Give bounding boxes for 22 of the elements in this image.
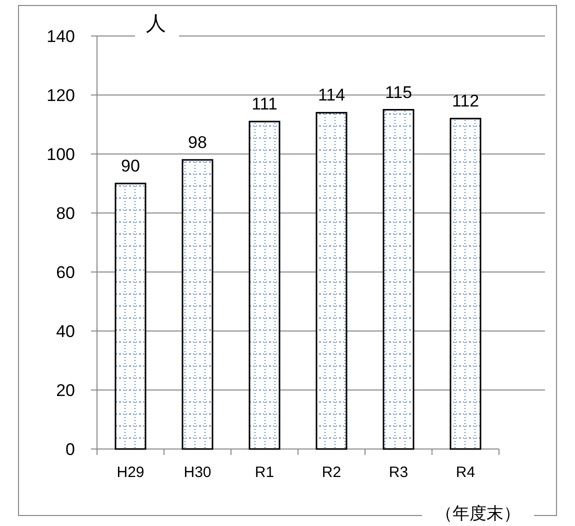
xtick: R1 — [254, 464, 274, 481]
ytick: 20 — [56, 381, 75, 400]
ytick: 40 — [56, 322, 75, 341]
xtick: R3 — [388, 464, 408, 481]
ytick: 100 — [46, 145, 75, 164]
data-label: 111 — [252, 94, 278, 114]
data-label: 115 — [384, 82, 412, 102]
xtick: H29 — [116, 464, 144, 481]
data-label: 114 — [318, 86, 346, 105]
data-label: 98 — [188, 132, 207, 152]
ytick: 120 — [46, 86, 75, 105]
xtick: R2 — [322, 464, 342, 481]
xtick: H30 — [184, 464, 212, 481]
ytick: 60 — [56, 263, 75, 282]
data-label: 112 — [452, 92, 480, 111]
ytick: 140 — [46, 27, 75, 46]
data-label: 90 — [121, 156, 140, 176]
ylabel: 人 — [146, 13, 166, 35]
xtick: R4 — [456, 464, 476, 481]
xlabel: （年度末） — [436, 504, 520, 523]
ytick: 0 — [66, 440, 75, 459]
ytick: 80 — [56, 204, 75, 223]
